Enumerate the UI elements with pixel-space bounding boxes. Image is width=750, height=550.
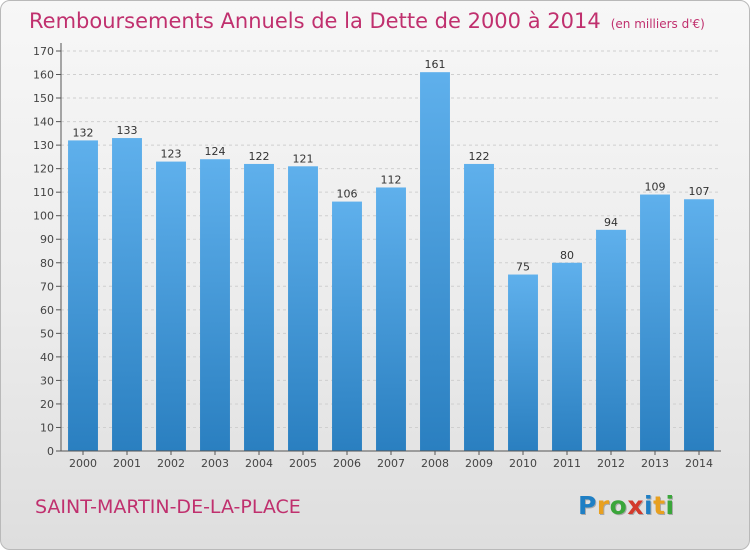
y-tick-label: 50 <box>40 327 54 340</box>
axes: 0 10 20 30 40 50 60 70 80 90 100 110 120 130 140 150 160… <box>33 43 721 470</box>
data-label-2006: 106 <box>337 188 358 201</box>
y-tick-label: 170 <box>33 45 54 58</box>
logo-letter: i <box>644 491 654 520</box>
x-tick-label-2000: 2000 <box>69 457 97 470</box>
logo-letter: t <box>653 491 666 520</box>
bar-2001 <box>112 138 142 451</box>
y-tick-label: 80 <box>40 257 54 270</box>
data-label-2011: 80 <box>560 249 574 262</box>
x-tick-label-2007: 2007 <box>377 457 405 470</box>
proxiti-logo: Proxiti <box>578 491 675 520</box>
x-tick-label-2003: 2003 <box>201 457 229 470</box>
y-tick-label: 150 <box>33 92 54 105</box>
bar-2009 <box>464 163 494 452</box>
data-label-2014: 107 <box>689 185 710 198</box>
bar-2008 <box>420 72 450 452</box>
commune-name: SAINT-MARTIN-DE-LA-PLACE <box>35 496 301 518</box>
bar-2002 <box>156 161 186 451</box>
bar-2010 <box>508 274 538 451</box>
x-tick-label-2005: 2005 <box>289 457 317 470</box>
data-label-2003: 124 <box>205 145 226 158</box>
y-tick-label: 90 <box>40 233 54 246</box>
bar-2000 <box>68 140 98 452</box>
data-label-2013: 109 <box>645 181 666 194</box>
logo-letter: P <box>578 491 597 520</box>
logo-letter: i <box>665 491 675 520</box>
x-tick-label-2004: 2004 <box>245 457 273 470</box>
x-tick-label-2001: 2001 <box>113 457 141 470</box>
bar-2003 <box>200 159 230 451</box>
logo-letter: r <box>596 491 610 520</box>
y-tick-label: 160 <box>33 69 54 82</box>
data-label-2009: 122 <box>469 150 490 163</box>
x-tick-label-2006: 2006 <box>333 457 361 470</box>
y-tick-label: 70 <box>40 280 54 293</box>
logo-letter: x <box>627 491 644 520</box>
data-label-2002: 123 <box>161 148 182 161</box>
y-tick-label: 100 <box>33 210 54 223</box>
chart-title-text: Remboursements Annuels de la Dette de 20… <box>29 9 601 33</box>
x-tick-label-2013: 2013 <box>641 457 669 470</box>
data-label-2001: 133 <box>117 124 138 137</box>
y-tick-label: 120 <box>33 163 54 176</box>
y-tick-label: 10 <box>40 421 54 434</box>
bar-2012 <box>596 229 626 451</box>
y-tick-label: 30 <box>40 374 54 387</box>
data-label-2008: 161 <box>425 58 446 71</box>
x-tick-label-2010: 2010 <box>509 457 537 470</box>
bar-2007 <box>376 187 406 451</box>
logo-letter: o <box>609 491 628 520</box>
data-label-2000: 132 <box>73 126 94 139</box>
bar-2011 <box>552 262 582 451</box>
y-tick-label: 60 <box>40 304 54 317</box>
bar-2013 <box>640 194 670 451</box>
chart-unit: (en milliers d'€) <box>610 17 705 31</box>
y-tick-label: 110 <box>33 186 54 199</box>
x-tick-label-2011: 2011 <box>553 457 581 470</box>
data-label-2012: 94 <box>604 216 618 229</box>
x-tick-label-2009: 2009 <box>465 457 493 470</box>
data-label-2004: 122 <box>249 150 270 163</box>
data-label-2007: 112 <box>381 173 402 186</box>
data-label-2005: 121 <box>293 152 314 165</box>
y-tick-label: 140 <box>33 116 54 129</box>
x-tick-label-2014: 2014 <box>685 457 713 470</box>
y-tick-label: 20 <box>40 398 54 411</box>
bar-2005 <box>288 166 318 451</box>
y-tick-label: 130 <box>33 139 54 152</box>
bar-2014 <box>684 199 714 451</box>
y-tick-label: 40 <box>40 351 54 364</box>
bar-2006 <box>332 201 362 451</box>
bar-2004 <box>244 163 274 452</box>
x-tick-label-2002: 2002 <box>157 457 185 470</box>
bars: 132 133 123 124 122 121 106 112 161 122 75 80 94 109 1… <box>68 58 714 452</box>
y-tick-label: 0 <box>47 445 54 458</box>
x-tick-label-2012: 2012 <box>597 457 625 470</box>
data-label-2010: 75 <box>516 261 530 274</box>
chart-title: Remboursements Annuels de la Dette de 20… <box>29 9 705 33</box>
x-tick-label-2008: 2008 <box>421 457 449 470</box>
